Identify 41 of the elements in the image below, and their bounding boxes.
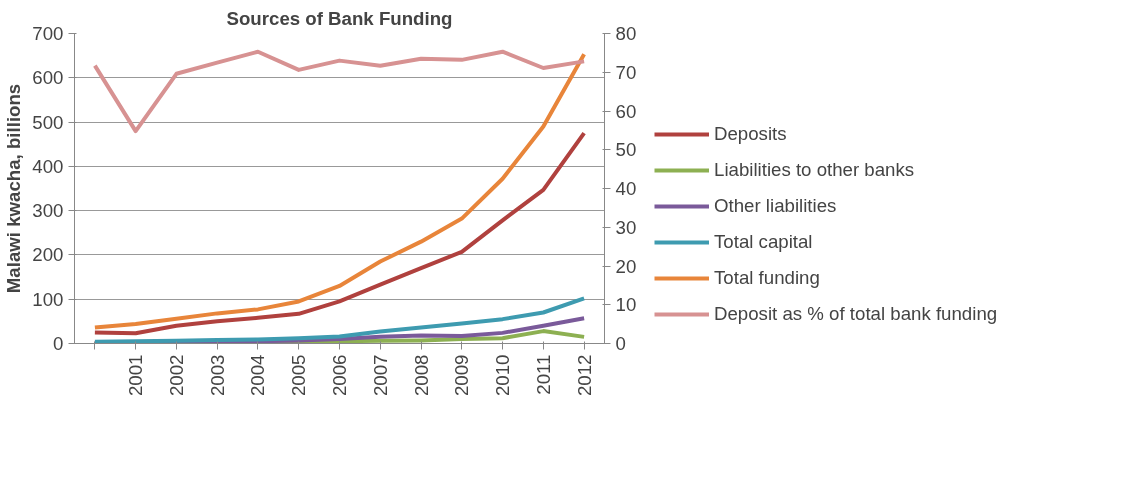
y-tick-label: 600 bbox=[32, 67, 64, 89]
y2-tick-label: 70 bbox=[615, 61, 637, 83]
line-series bbox=[92, 296, 587, 344]
y2-tick-label: 0 bbox=[615, 333, 626, 354]
y2-tick-label: 50 bbox=[615, 139, 637, 161]
y-tick-label: 100 bbox=[32, 288, 64, 310]
y2-tick-label: 10 bbox=[615, 294, 637, 316]
legend-label: Deposits bbox=[714, 122, 787, 145]
legend-label: Total capital bbox=[714, 230, 813, 253]
x-tick-label: 2010 bbox=[492, 354, 514, 396]
x-tick-label: 2012 bbox=[573, 354, 595, 396]
y2-tick-label: 60 bbox=[615, 100, 637, 122]
y-axis-title: Malawi kwacha, billions bbox=[3, 83, 25, 294]
y2-tick-label: 20 bbox=[615, 255, 637, 277]
x-tick-label: 2002 bbox=[165, 354, 187, 396]
line-series bbox=[92, 52, 587, 330]
x-tick-label: 2005 bbox=[288, 354, 310, 396]
x-tick-label: 2004 bbox=[247, 354, 269, 396]
line-series bbox=[92, 49, 587, 134]
legend-label: Deposit as % of total bank funding bbox=[714, 302, 998, 325]
x-tick-label: 2007 bbox=[369, 354, 391, 396]
x-tick-label: 2011 bbox=[532, 354, 554, 395]
x-tick-label: 2009 bbox=[451, 354, 473, 396]
x-tick-label: 2001 bbox=[125, 354, 147, 396]
x-tick-label: 2006 bbox=[329, 354, 350, 396]
chart-title: Sources of Bank Funding bbox=[226, 7, 453, 29]
legend-label: Total funding bbox=[714, 266, 820, 289]
y2-tick-label: 80 bbox=[615, 23, 637, 44]
y2-tick-label: 30 bbox=[615, 216, 637, 238]
y-tick-label: 300 bbox=[32, 200, 64, 222]
y-tick-label: 0 bbox=[53, 333, 64, 354]
x-tick-label: 2003 bbox=[206, 354, 228, 396]
y-tick-label: 500 bbox=[32, 111, 64, 133]
x-tick-label: 2008 bbox=[410, 354, 432, 396]
legend-label: Other liabilities bbox=[714, 194, 837, 217]
y-tick-label: 400 bbox=[32, 155, 64, 177]
y2-tick-label: 40 bbox=[615, 178, 637, 199]
legend-label: Liabilities to other banks bbox=[714, 158, 915, 181]
line-series bbox=[92, 131, 587, 336]
y-tick-label: 700 bbox=[32, 23, 64, 44]
y-tick-label: 200 bbox=[32, 244, 64, 266]
